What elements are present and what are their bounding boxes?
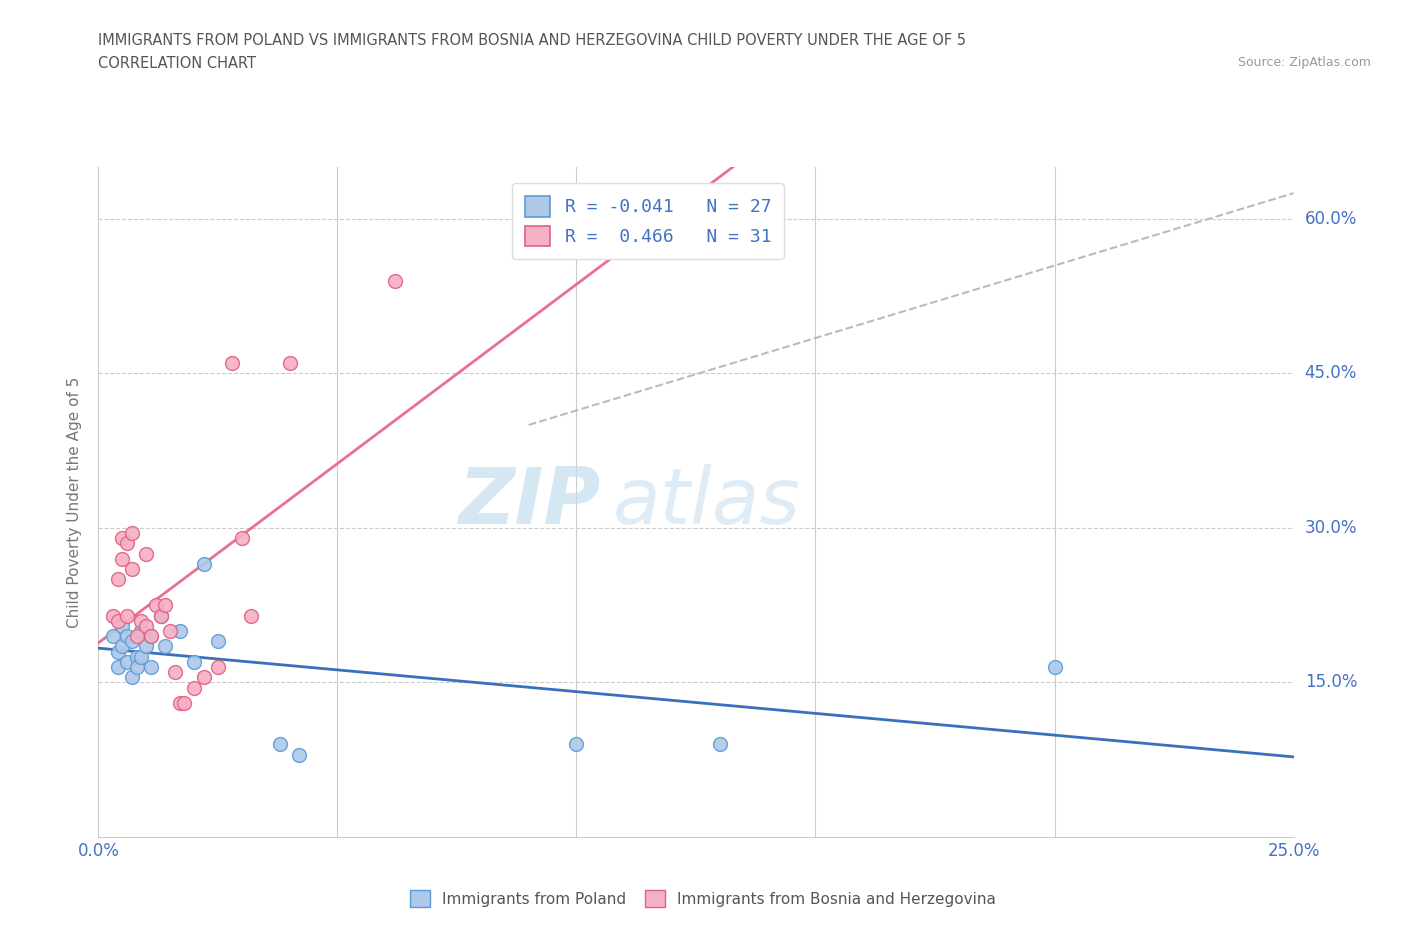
Point [121,562,143,577]
Point [163,665,186,680]
Point [131,623,153,638]
Point [169,623,191,638]
Point [169,696,191,711]
Point [1043,659,1066,674]
Point [101,629,124,644]
Point [111,639,134,654]
Point [131,649,153,664]
Point [139,659,162,674]
Point [115,655,138,670]
Point [101,608,124,623]
Point [565,737,588,751]
Text: 30.0%: 30.0% [1305,519,1357,537]
Point [125,659,148,674]
Text: atlas: atlas [612,464,800,540]
Point [221,355,243,370]
Point [107,613,129,628]
Text: CORRELATION CHART: CORRELATION CHART [98,56,256,71]
Point [183,655,205,670]
Point [207,659,229,674]
Point [613,191,636,206]
Point [121,670,143,684]
Legend: Immigrants from Poland, Immigrants from Bosnia and Herzegovina: Immigrants from Poland, Immigrants from … [404,884,1002,913]
Point [121,634,143,649]
Point [269,737,291,751]
Point [115,608,138,623]
Point [121,525,143,540]
Point [135,546,157,561]
Point [709,243,731,258]
Point [183,680,205,695]
Point [125,649,148,664]
Point [139,629,162,644]
Point [149,608,172,623]
Point [111,618,134,633]
Point [173,696,195,711]
Text: 45.0%: 45.0% [1305,365,1357,382]
Point [111,531,134,546]
Point [278,355,301,370]
Text: IMMIGRANTS FROM POLAND VS IMMIGRANTS FROM BOSNIA AND HERZEGOVINA CHILD POVERTY U: IMMIGRANTS FROM POLAND VS IMMIGRANTS FRO… [98,33,966,47]
Text: 60.0%: 60.0% [1305,210,1357,228]
Point [107,659,129,674]
Point [149,608,172,623]
Point [193,670,215,684]
Point [159,623,181,638]
Point [115,536,138,551]
Point [155,598,177,613]
Y-axis label: Child Poverty Under the Age of 5: Child Poverty Under the Age of 5 [67,377,83,628]
Text: ZIP: ZIP [458,464,600,540]
Point [107,644,129,659]
Point [135,639,157,654]
Point [107,572,129,587]
Legend: R = -0.041   N = 27, R =  0.466   N = 31: R = -0.041 N = 27, R = 0.466 N = 31 [512,183,785,259]
Text: 15.0%: 15.0% [1305,673,1357,692]
Point [288,747,311,762]
Point [115,629,138,644]
Point [125,629,148,644]
Point [709,737,731,751]
Point [240,608,263,623]
Point [207,634,229,649]
Point [139,629,162,644]
Point [155,639,177,654]
Point [131,613,153,628]
Point [145,598,167,613]
Point [135,618,157,633]
Point [231,531,253,546]
Point [193,556,215,571]
Point [384,273,406,288]
Point [111,551,134,566]
Text: Source: ZipAtlas.com: Source: ZipAtlas.com [1237,56,1371,69]
